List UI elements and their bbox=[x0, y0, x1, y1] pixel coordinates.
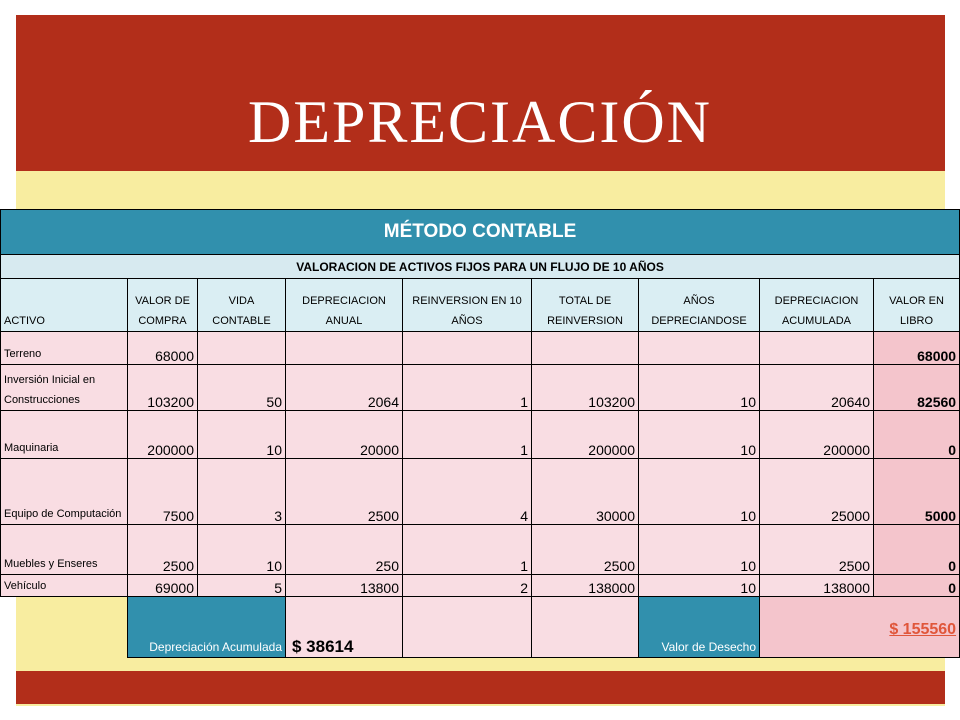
cell-valor-compra: 2500 bbox=[127, 524, 198, 575]
header-total-reinversion: TOTAL DE REINVERSION bbox=[531, 278, 639, 332]
cell-anos-depreciandose: 10 bbox=[638, 574, 760, 597]
asset-name: Equipo de Computación bbox=[0, 458, 128, 525]
title-banner bbox=[16, 15, 945, 171]
cell-anos-depreciandose: 10 bbox=[638, 364, 760, 411]
cell-depreciacion-anual bbox=[285, 331, 403, 365]
cell-total-reinversion: 30000 bbox=[531, 458, 639, 525]
cell-vida-contable: 10 bbox=[197, 410, 286, 459]
summary-spacer bbox=[1, 597, 128, 658]
summary-empty-cell bbox=[402, 596, 532, 658]
table-row: Terreno 68000 68000 bbox=[0, 331, 960, 365]
cell-vida-contable bbox=[197, 331, 286, 365]
cell-anos-depreciandose: 10 bbox=[638, 524, 760, 575]
cell-valor-libro: 0 bbox=[872, 410, 960, 459]
cell-depreciacion-acumulada: 138000 bbox=[759, 574, 874, 597]
cell-total-reinversion: 138000 bbox=[531, 574, 639, 597]
cell-anos-depreciandose: 10 bbox=[638, 458, 760, 525]
cell-depreciacion-acumulada: 2500 bbox=[759, 524, 874, 575]
cell-depreciacion-acumulada bbox=[759, 331, 874, 365]
cell-valor-compra: 69000 bbox=[127, 574, 198, 597]
cell-reinversion: 1 bbox=[402, 364, 532, 411]
header-row: ACTIVO VALOR DE COMPRA VIDA CONTABLE DEP… bbox=[0, 278, 960, 332]
depreciation-table: MÉTODO CONTABLE VALORACION DE ACTIVOS FI… bbox=[0, 209, 960, 658]
cell-valor-compra: 200000 bbox=[127, 410, 198, 459]
header-valor-compra: VALOR DE COMPRA bbox=[127, 278, 198, 332]
salvage-value-label: Valor de Desecho bbox=[638, 596, 760, 658]
cell-total-reinversion: 2500 bbox=[531, 524, 639, 575]
cell-total-reinversion bbox=[531, 331, 639, 365]
cell-valor-compra: 7500 bbox=[127, 458, 198, 525]
table-title: MÉTODO CONTABLE bbox=[0, 209, 960, 255]
header-depreciacion-acumulada: DEPRECIACION ACUMULADA bbox=[759, 278, 874, 332]
asset-name: Vehículo bbox=[0, 574, 128, 597]
cell-valor-compra: 103200 bbox=[127, 364, 198, 411]
slide-title: DEPRECIACIÓN bbox=[247, 89, 712, 155]
table-row: Vehículo 69000 5 13800 2 138000 10 13800… bbox=[0, 574, 960, 597]
cell-vida-contable: 10 bbox=[197, 524, 286, 575]
cell-reinversion: 1 bbox=[402, 524, 532, 575]
cell-vida-contable: 50 bbox=[197, 364, 286, 411]
header-anos-depreciandose: AÑOS DEPRECIANDOSE bbox=[638, 278, 760, 332]
footer-band bbox=[16, 671, 945, 704]
salvage-value-total: $ 155560 bbox=[758, 596, 960, 658]
cell-valor-libro: 82560 bbox=[872, 364, 960, 411]
header-valor-libro: VALOR EN LIBRO bbox=[872, 278, 960, 332]
accumulated-depreciation-value: $ 38614 bbox=[285, 596, 403, 658]
table-row: Maquinaria 200000 10 20000 1 200000 10 2… bbox=[0, 410, 960, 459]
cell-depreciacion-acumulada: 25000 bbox=[759, 458, 874, 525]
cell-depreciacion-anual: 13800 bbox=[285, 574, 403, 597]
cell-anos-depreciandose bbox=[638, 331, 760, 365]
cell-depreciacion-acumulada: 200000 bbox=[759, 410, 874, 459]
cell-vida-contable: 5 bbox=[197, 574, 286, 597]
summary-row: Depreciación Acumulada $ 38614 Valor de … bbox=[1, 596, 960, 658]
cell-total-reinversion: 103200 bbox=[531, 364, 639, 411]
cell-depreciacion-anual: 250 bbox=[285, 524, 403, 575]
cell-valor-libro: 5000 bbox=[872, 458, 960, 525]
accumulated-depreciation-label: Depreciación Acumulada bbox=[127, 596, 286, 658]
asset-name: Inversión Inicial en Construcciones bbox=[0, 364, 128, 411]
table-row: Equipo de Computación 7500 3 2500 4 3000… bbox=[0, 458, 960, 525]
summary-empty-cell bbox=[531, 596, 639, 658]
header-depreciacion-anual: DEPRECIACION ANUAL bbox=[285, 278, 403, 332]
cell-anos-depreciandose: 10 bbox=[638, 410, 760, 459]
header-activo: ACTIVO bbox=[0, 278, 128, 332]
cell-reinversion: 4 bbox=[402, 458, 532, 525]
cell-vida-contable: 3 bbox=[197, 458, 286, 525]
table-row: Inversión Inicial en Construcciones 1032… bbox=[0, 364, 960, 411]
cell-reinversion: 2 bbox=[402, 574, 532, 597]
cell-valor-libro: 0 bbox=[872, 574, 960, 597]
table-subtitle: VALORACION DE ACTIVOS FIJOS PARA UN FLUJ… bbox=[0, 254, 960, 279]
header-vida-contable: VIDA CONTABLE bbox=[197, 278, 286, 332]
cell-valor-libro: 68000 bbox=[872, 331, 960, 365]
cell-valor-compra: 68000 bbox=[127, 331, 198, 365]
table-row: Muebles y Enseres 2500 10 250 1 2500 10 … bbox=[0, 524, 960, 575]
cell-valor-libro: 0 bbox=[872, 524, 960, 575]
cell-depreciacion-anual: 20000 bbox=[285, 410, 403, 459]
cell-depreciacion-anual: 2064 bbox=[285, 364, 403, 411]
cell-depreciacion-acumulada: 20640 bbox=[759, 364, 874, 411]
cell-reinversion bbox=[402, 331, 532, 365]
cell-depreciacion-anual: 2500 bbox=[285, 458, 403, 525]
cell-reinversion: 1 bbox=[402, 410, 532, 459]
header-reinversion: REINVERSION EN 10 AÑOS bbox=[402, 278, 532, 332]
asset-name: Terreno bbox=[0, 331, 128, 365]
asset-name: Muebles y Enseres bbox=[0, 524, 128, 575]
cell-total-reinversion: 200000 bbox=[531, 410, 639, 459]
asset-name: Maquinaria bbox=[0, 410, 128, 459]
